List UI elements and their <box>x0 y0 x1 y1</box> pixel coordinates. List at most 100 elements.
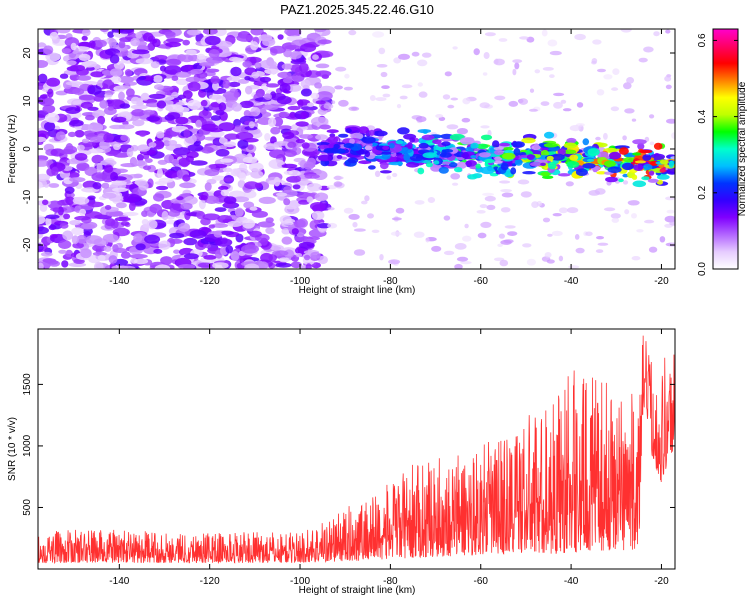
heatmap-cell-1321 <box>137 144 151 152</box>
heatmap-cell-2520 <box>493 147 504 151</box>
heatmap-cell-1136 <box>284 29 302 36</box>
heatmap-cell-740 <box>251 210 268 218</box>
heatmap-cell-1326 <box>112 187 128 192</box>
heatmap-cell-1296 <box>203 244 212 249</box>
heatmap-cell-1921 <box>379 170 392 174</box>
heatmap-cell-228 <box>74 129 85 138</box>
heatmap-cell-2606 <box>548 147 562 151</box>
heatmap-cell-1176 <box>135 32 143 39</box>
heatmap-cell-795 <box>42 104 56 114</box>
heatmap-cell-1367 <box>69 177 86 183</box>
heatmap-cell-1201 <box>84 211 103 219</box>
heatmap-cell-977 <box>48 224 57 231</box>
heatmap-cell-1399 <box>202 213 220 221</box>
heatmap-cell-464 <box>122 211 139 217</box>
heatmap-cell-2281 <box>542 175 554 179</box>
heatmap-cell-1192 <box>254 62 262 69</box>
heatmap-cell-1180 <box>156 100 167 109</box>
heatmap-cell-146 <box>87 195 96 201</box>
heatmap-cell-1363 <box>244 76 251 81</box>
heatmap-cell-1651 <box>411 51 420 57</box>
heatmap-cell-1733 <box>529 108 538 112</box>
heatmap-cell-1390 <box>204 195 220 204</box>
heatmap-cell-1033 <box>268 254 278 262</box>
heatmap-cell-1352 <box>142 109 155 115</box>
colorbar: 0.0 0.2 0.4 0.6 Normalized spectral amplitu… <box>697 28 748 276</box>
heatmap-cell-2519 <box>543 142 558 148</box>
heatmap-cell-1745 <box>500 189 512 193</box>
heatmap-cell-1676 <box>574 33 586 41</box>
heatmap-cell-1530 <box>666 209 675 214</box>
heatmap-cell-1410 <box>227 220 243 227</box>
heatmap-cell-2514 <box>476 143 489 149</box>
heatmap-cell-1412 <box>80 248 92 259</box>
heatmap-cell-2351 <box>618 178 624 183</box>
heatmap-cell-1700 <box>353 228 366 232</box>
heatmap-cell-2597 <box>575 168 588 176</box>
heatmap-cell-1721 <box>636 229 644 233</box>
heatmap-cell-2598 <box>526 154 535 160</box>
colorbar-frame <box>712 28 739 270</box>
heatmap-cell-1403 <box>69 64 86 72</box>
heatmap-cell-1385 <box>304 254 311 261</box>
heatmap-cell-1392 <box>94 261 104 269</box>
heatmap-cell-1653 <box>574 234 580 240</box>
heatmap-cell-1528 <box>446 124 459 130</box>
heatmap-cell-1709 <box>522 243 532 248</box>
heatmap-cell-1483 <box>153 84 164 90</box>
heatmap-cell-1623 <box>460 261 472 265</box>
heatmap-cell-2632 <box>621 162 634 171</box>
heatmap-cell-1650 <box>508 100 519 107</box>
heatmap-cell-540 <box>237 179 246 188</box>
heatmap-y-axis-label: Frequency (Hz) <box>7 115 18 184</box>
heatmap-cell-1514 <box>512 68 517 76</box>
heatmap-cell-2442 <box>475 163 481 169</box>
heatmap-cell-951 <box>244 126 258 131</box>
heatmap-cell-2592 <box>634 160 647 164</box>
heatmap-cell-1438 <box>44 112 60 123</box>
heatmap-cell-751 <box>108 211 124 217</box>
heatmap-cell-1397 <box>189 229 207 239</box>
heatmap-cell-1131 <box>59 73 69 79</box>
heatmap-cell-1204 <box>38 136 47 143</box>
heatmap-cell-1634 <box>379 254 384 261</box>
heatmap-cell-831 <box>312 54 319 60</box>
heatmap-cell-939 <box>186 151 199 159</box>
heatmap-cell-1565 <box>382 93 391 98</box>
heatmap-cell-1135 <box>78 53 91 62</box>
heatmap-cell-1516 <box>413 231 425 238</box>
heatmap-cell-1679 <box>669 221 675 226</box>
heatmap-cell-1171 <box>197 262 214 268</box>
heatmap-cell-2508 <box>586 158 595 162</box>
heatmap-cell-1244 <box>212 262 229 269</box>
heatmap-cell-2613 <box>604 160 616 168</box>
heatmap-cell-850 <box>160 65 166 72</box>
heatmap-cell-2063 <box>544 131 555 139</box>
heatmap-cell-2599 <box>449 133 465 141</box>
heatmap-cell-994 <box>45 217 52 227</box>
heatmap-cell-1567 <box>334 85 343 90</box>
heatmap-cell-1179 <box>129 253 148 259</box>
heatmap-cell-1443 <box>220 189 229 197</box>
heatmap-cell-1604 <box>333 176 344 180</box>
heatmap-cell-1394 <box>223 177 234 182</box>
heatmap-cell-23 <box>268 29 283 32</box>
heatmap-cell-1119 <box>190 105 199 111</box>
heatmap-cell-1429 <box>264 104 273 110</box>
heatmap-cell-1219 <box>108 38 117 47</box>
heatmap-cell-1220 <box>298 199 310 205</box>
heatmap-cell-2471 <box>513 147 521 156</box>
heatmap-cell-2524 <box>467 174 478 180</box>
heatmap-cell-950 <box>293 175 301 182</box>
heatmap-cell-1488 <box>156 131 165 139</box>
heatmap-cell-2085 <box>656 174 670 180</box>
heatmap-cell-1589 <box>482 72 488 76</box>
heatmap-cell-1159 <box>81 60 97 68</box>
heatmap-cell-998 <box>175 116 189 125</box>
heatmap-cell-1224 <box>38 243 44 252</box>
heatmap-cell-1014 <box>44 121 56 132</box>
heatmap-cell-1156 <box>226 76 241 82</box>
heatmap-cell-696 <box>141 210 149 217</box>
heatmap-cell-1892 <box>358 160 372 165</box>
heatmap-cell-1309 <box>262 37 276 47</box>
